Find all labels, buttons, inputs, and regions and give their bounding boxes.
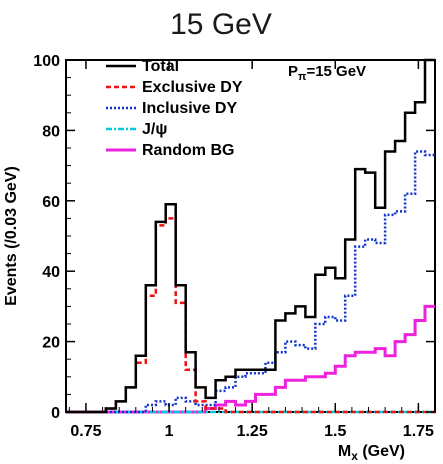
y-tick-label: 0 [51, 405, 60, 422]
plot-area [65, 59, 436, 413]
x-axis-label: Mx (GeV) [338, 443, 405, 463]
legend: Total Exclusive DY Inclusive DY J/ψ Random B… [106, 58, 243, 159]
energy-annotation-rest: =15 GeV [306, 63, 366, 80]
series-2-line [66, 150, 435, 414]
y-axis-label: Events (/0.03 GeV) [3, 166, 20, 306]
y-tick-label: 100 [33, 53, 60, 70]
y-tick-label: 40 [42, 264, 60, 281]
energy-annotation-sub: π [298, 71, 307, 83]
legend-label: Random BG [142, 142, 234, 159]
series-4-line [66, 304, 435, 414]
energy-annotation-main: P [288, 63, 298, 80]
x-axis-label-main: M [338, 443, 351, 460]
legend-label: Exclusive DY [142, 79, 243, 96]
series-0-line [66, 58, 435, 414]
plot-frame [65, 59, 436, 413]
series-layer [66, 58, 435, 414]
chart-title: 15 GeV [170, 8, 272, 41]
series-1-line [66, 217, 435, 414]
x-tick-label: 1.75 [403, 423, 434, 440]
x-axis-ticks: 0.75 1 1.25 1.5 1.75 [68, 60, 436, 440]
x-axis-label-sub: x [351, 449, 358, 463]
legend-label: Inclusive DY [142, 100, 237, 117]
y-tick-label: 60 [42, 194, 60, 211]
x-tick-label: 1.25 [237, 423, 268, 440]
legend-label: J/ψ [142, 121, 167, 138]
y-axis-ticks: 0 20 40 60 80 100 [33, 53, 435, 422]
x-tick-label: 1 [165, 423, 174, 440]
x-axis-label-unit: (GeV) [358, 443, 405, 460]
y-tick-label: 80 [42, 123, 60, 140]
y-tick-label: 20 [42, 335, 60, 352]
x-tick-label: 0.75 [70, 423, 101, 440]
x-tick-label: 1.5 [324, 423, 346, 440]
legend-label: Total [142, 58, 179, 75]
energy-annotation: Pπ=15 GeV [288, 63, 366, 83]
